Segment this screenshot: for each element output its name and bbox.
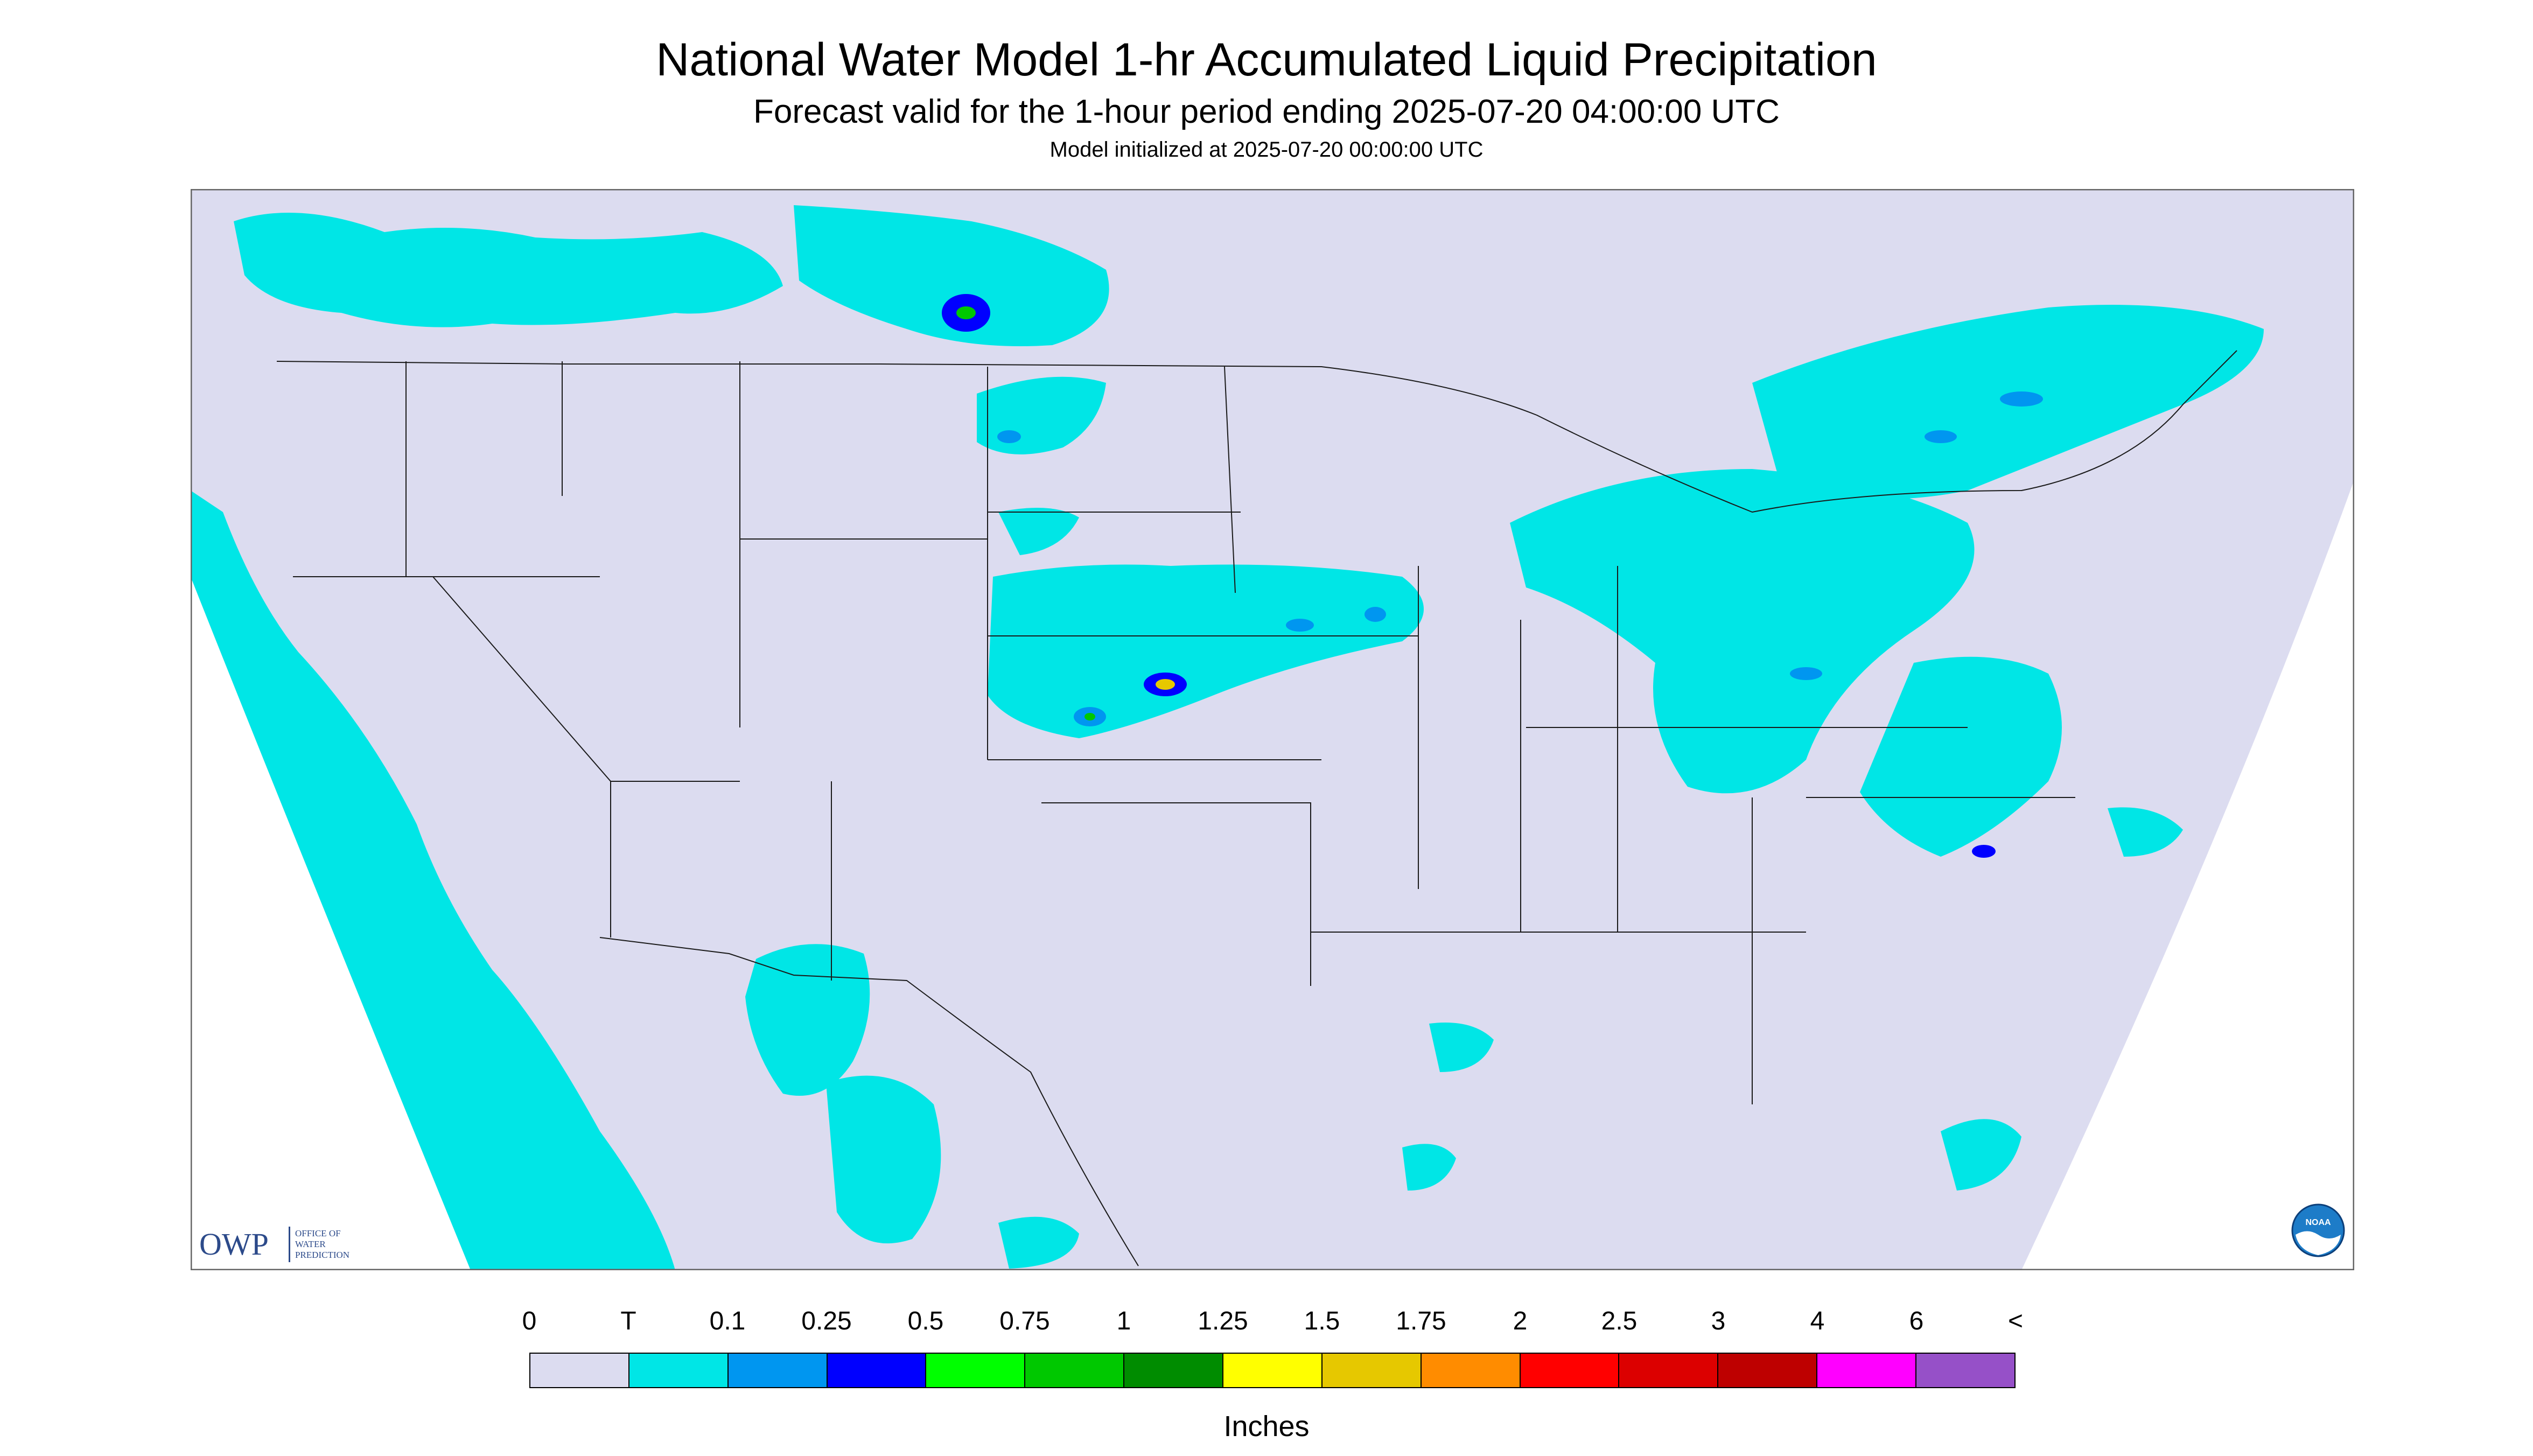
legend-swatch	[1322, 1354, 1422, 1387]
legend-tick-label: 2.5	[1601, 1307, 1638, 1335]
legend-swatch	[1619, 1354, 1719, 1387]
legend-swatch	[1817, 1354, 1917, 1387]
legend-tick-label: 1.25	[1198, 1307, 1248, 1335]
state-boundaries	[276, 350, 2237, 1266]
owp-logo-letters: OWP	[199, 1227, 269, 1262]
legend-swatch	[1124, 1354, 1224, 1387]
legend-tick-label: 4	[1810, 1307, 1825, 1335]
legend-tick-label: 0	[522, 1307, 537, 1335]
map-title: National Water Model 1-hr Accumulated Li…	[656, 34, 1877, 86]
legend-swatch	[1223, 1354, 1323, 1387]
precip-trace-areas	[191, 205, 2264, 1270]
legend-tick-label: <	[2007, 1307, 2024, 1335]
legend-swatch	[1421, 1354, 1521, 1387]
legend-tick-label: 1.5	[1304, 1307, 1340, 1335]
legend-swatch	[1520, 1354, 1620, 1387]
legend-swatch	[530, 1354, 629, 1387]
legend-swatch	[827, 1354, 927, 1387]
legend-tick-label: 1	[1116, 1307, 1131, 1335]
map-frame	[191, 189, 2354, 1270]
owp-logo-line-3: PREDICTION	[295, 1250, 349, 1260]
legend-tick-label: 1.75	[1396, 1307, 1446, 1335]
legend-tick-label: 0.25	[801, 1307, 852, 1335]
owp-logo-line-1: OFFICE OF	[295, 1228, 341, 1238]
noaa-logo-text: NOAA	[2305, 1218, 2331, 1227]
legend-tick-label: 3	[1711, 1307, 1726, 1335]
legend-swatch	[926, 1354, 1026, 1387]
legend-swatch	[728, 1354, 828, 1387]
legend-tick-label: 0.75	[999, 1307, 1050, 1335]
legend-swatch	[629, 1354, 729, 1387]
legend-tick-label: 0.5	[907, 1307, 944, 1335]
precipitation-map	[191, 189, 2354, 1270]
map-subtitle: Forecast valid for the 1-hour period end…	[753, 93, 1780, 130]
legend-tick-label: T	[620, 1307, 636, 1335]
noaa-logo: NOAA	[2291, 1203, 2345, 1260]
legend-swatch	[1916, 1354, 2014, 1387]
owp-logo-line-2: WATER	[295, 1239, 326, 1249]
legend-tick-label: 6	[1909, 1307, 1924, 1335]
precip-heavier-pockets	[942, 294, 2043, 858]
model-init-line: Model initialized at 2025-07-20 00:00:00…	[1049, 138, 1484, 162]
legend-tick-label: 2	[1513, 1307, 1528, 1335]
legend-swatch	[1718, 1354, 1818, 1387]
legend-tick-label: 0.1	[709, 1307, 746, 1335]
owp-logo: OWP OFFICE OF WATER PREDICTION	[199, 1223, 372, 1269]
legend-color-bar	[529, 1353, 2016, 1388]
legend-swatch	[1025, 1354, 1125, 1387]
legend-units: Inches	[1223, 1410, 1310, 1443]
